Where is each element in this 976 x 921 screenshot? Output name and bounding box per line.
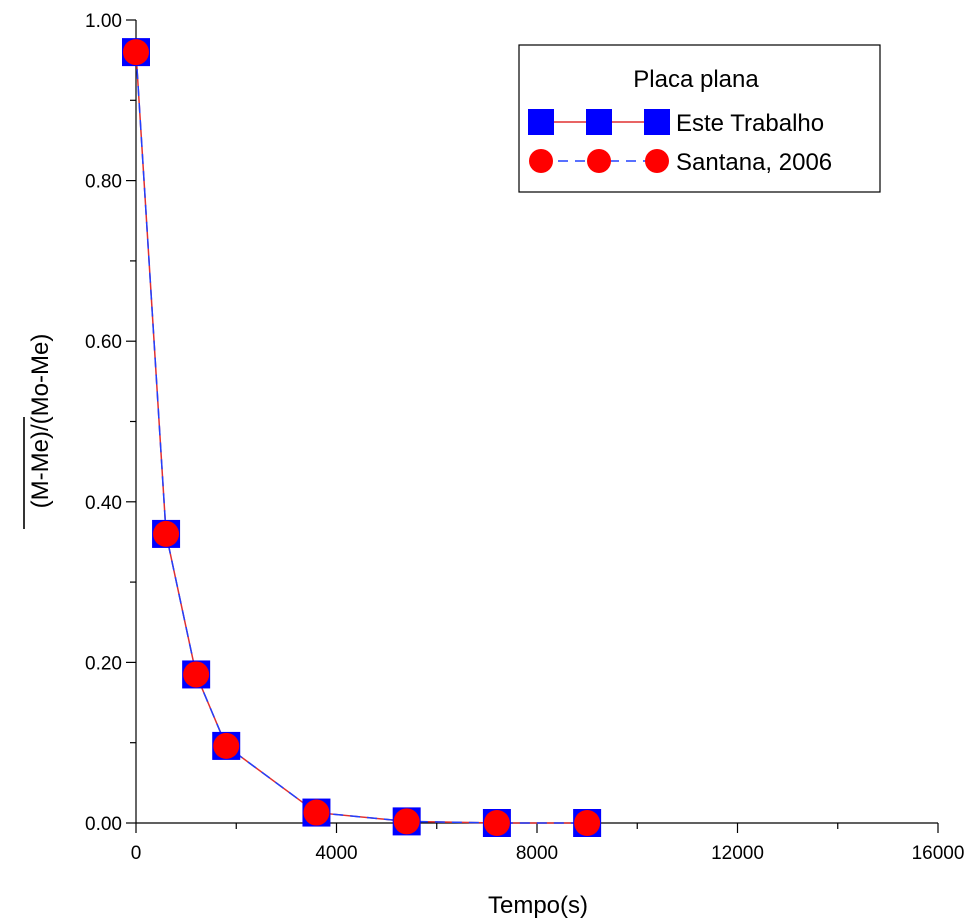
y-tick-label: 0.60 [85, 332, 122, 353]
series-lines [135, 52, 588, 824]
series-2-marker [574, 810, 601, 836]
series-2-marker [393, 808, 420, 835]
series-2-marker [303, 799, 330, 826]
legend-marker-2 [587, 149, 611, 173]
series-2-marker [213, 732, 240, 759]
ticks: 0.00 0.20 0.40 0.60 0.80 1.00 0 4000 8000 12000 16… [85, 11, 964, 864]
legend-box [518, 44, 881, 193]
series-markers [122, 38, 602, 837]
y-tick-label: 0.20 [85, 653, 122, 674]
y-tick-label: 0.80 [85, 172, 122, 193]
x-tick-label: 0 [131, 843, 142, 864]
y-tick-label: 0.40 [85, 493, 122, 514]
y-axis-title: (M-Me)/(Mo-Me) [27, 334, 54, 509]
y-axis-title-group: (M-Me)/(Mo-Me) [23, 334, 54, 529]
legend-label-1: Este Trabalho [676, 110, 824, 137]
series-2-marker [483, 810, 510, 836]
y-tick-label: 0.00 [85, 814, 122, 835]
legend-label-2: Santana, 2006 [676, 149, 832, 176]
legend-marker-1 [586, 109, 612, 135]
series-2-marker [183, 661, 210, 688]
legend-marker-1 [528, 109, 554, 135]
legend-title: Placa plana [633, 66, 759, 93]
x-tick-label: 8000 [516, 843, 558, 864]
legend-marker-2 [645, 149, 669, 173]
x-tick-label: 4000 [315, 843, 357, 864]
series-2-marker [153, 520, 180, 547]
legend-marker-1 [644, 109, 670, 135]
x-tick-label: 12000 [711, 843, 764, 864]
series-2-marker [123, 39, 149, 66]
x-tick-label: 16000 [912, 843, 965, 864]
x-axis-title: Tempo(s) [488, 892, 588, 919]
legend-entries: Este Trabalho Santana, 2006 [528, 109, 832, 176]
series-line-1 [135, 52, 588, 824]
legend-marker-2 [529, 149, 553, 173]
legend: Placa plana Este Trabalho Santana, 2006 [518, 44, 881, 193]
y-tick-label: 1.00 [85, 11, 122, 32]
